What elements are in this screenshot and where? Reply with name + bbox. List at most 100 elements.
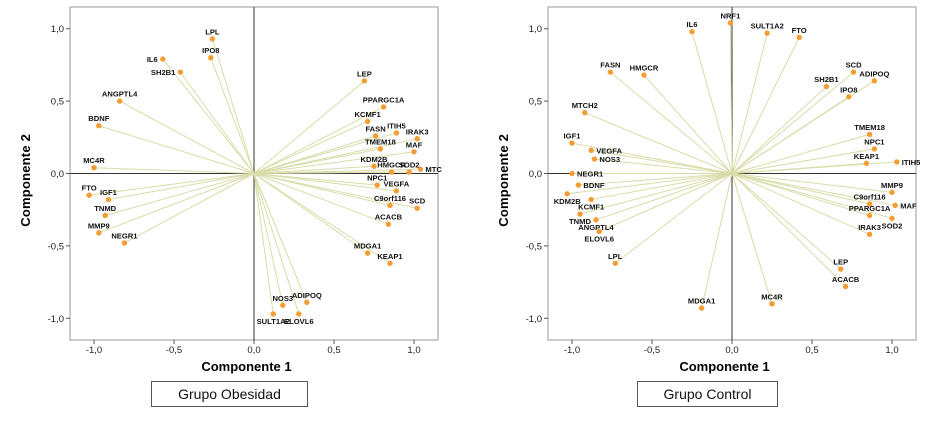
data-point (374, 182, 380, 188)
data-point (568, 140, 575, 146)
point-label: FTO (791, 26, 806, 35)
data-point (764, 30, 770, 36)
loading-vector (253, 173, 307, 303)
group-label-box-control: Grupo Control (636, 381, 779, 407)
x-tick-label: -1,0 (563, 345, 579, 356)
loading-vector (731, 173, 870, 235)
point-label: PPARGC1A (848, 204, 890, 213)
loading-vector (731, 173, 846, 287)
data-point (386, 260, 393, 266)
loading-vector (253, 173, 389, 225)
point-label: MMP9 (881, 181, 903, 190)
y-tick-label: 1,0 (528, 24, 541, 35)
data-point (364, 250, 370, 256)
data-point (361, 78, 367, 84)
loading-vector (571, 142, 732, 174)
point-label: KCMF1 (354, 110, 381, 119)
loading-vector (598, 173, 732, 232)
data-point (414, 205, 420, 211)
data-point (414, 136, 420, 142)
point-label: KDM2B (553, 197, 581, 206)
data-point (575, 182, 581, 188)
point-label: NRF1 (720, 11, 741, 20)
point-label: NOS3 (272, 294, 293, 303)
loading-vector (729, 22, 732, 174)
point-label: IL6 (686, 20, 697, 29)
point-label: KEAP1 (853, 152, 879, 161)
loading-vector (253, 120, 368, 174)
loading-vector (253, 173, 390, 264)
y-tick-label: 0,5 (528, 97, 541, 108)
pca-plot-control: -1,0 -0,5 0,0 0,5 1,0 -1,0 -0,5 0,0 0,5 1,0 NRF1 IL… (525, 6, 920, 356)
loading-vector (253, 173, 274, 315)
data-point (588, 196, 594, 203)
loading-vector (566, 173, 732, 195)
data-point (393, 188, 399, 194)
data-point (591, 156, 597, 162)
data-point (388, 169, 394, 175)
point-label: ANGPTL4 (578, 223, 614, 232)
loading-vector (731, 148, 874, 174)
loading-vector (104, 173, 254, 216)
data-point (121, 240, 127, 246)
data-point (892, 202, 898, 209)
loading-vector (253, 173, 396, 192)
data-point (207, 54, 213, 61)
loading-vector (253, 151, 414, 174)
point-label: MDGA1 (353, 242, 381, 251)
data-point (159, 56, 165, 62)
loading-vector (253, 173, 368, 254)
data-point (612, 260, 618, 266)
data-point (410, 149, 417, 155)
loading-vector (118, 100, 254, 174)
loading-vector (731, 96, 849, 174)
point-label: C9orf116 (373, 194, 405, 203)
data-point (564, 191, 570, 197)
point-label: SH2B1 (814, 75, 839, 84)
panel-grupo-control: Componente 2 -1,0 -0,5 0,0 0,5 1,0 -1,0 -0,5 0,… (496, 2, 920, 443)
data-point (116, 98, 122, 104)
data-point (386, 202, 393, 209)
data-point (385, 221, 391, 227)
group-label-box-obesidad: Grupo Obesidad (151, 381, 308, 407)
point-label: SCD (845, 61, 862, 70)
y-tick-label: 0,5 (50, 97, 63, 108)
loading-vector (579, 173, 732, 215)
data-point (364, 118, 370, 125)
data-point (823, 83, 829, 90)
point-label: MC4R (761, 292, 783, 301)
point-label: MDGA1 (687, 297, 715, 306)
data-point (90, 165, 97, 171)
point-label: KDM2B (360, 155, 388, 164)
data-point (893, 159, 899, 165)
loading-vector (88, 173, 254, 196)
point-label: MAF (900, 201, 917, 210)
loading-vector (253, 80, 365, 174)
data-point (592, 217, 599, 223)
x-axis-title-obesidad: Componente 1 (201, 359, 292, 374)
loading-vector (731, 86, 827, 174)
data-point (640, 72, 647, 78)
loading-vector (593, 158, 732, 174)
loading-vector (253, 135, 376, 174)
data-point (406, 169, 412, 175)
point-label: NPC1 (367, 174, 388, 183)
point-label: NEGR1 (577, 170, 604, 179)
y-tick-label: 0,0 (50, 169, 63, 180)
loading-vector (614, 173, 732, 264)
point-label: C9orf116 (853, 192, 885, 201)
data-point (417, 166, 423, 172)
data-point (688, 28, 695, 35)
data-point (596, 228, 602, 235)
group-label-control: Grupo Control (663, 386, 752, 402)
data-point (581, 109, 587, 116)
point-label: BDNF (583, 181, 604, 190)
loading-vector (700, 173, 732, 309)
data-point (866, 212, 872, 219)
point-label: MTCH2 (425, 165, 442, 174)
data-point (377, 146, 383, 152)
data-point (370, 163, 377, 169)
point-label: ELOVL6 (584, 234, 614, 243)
point-label: LPL (205, 27, 220, 36)
